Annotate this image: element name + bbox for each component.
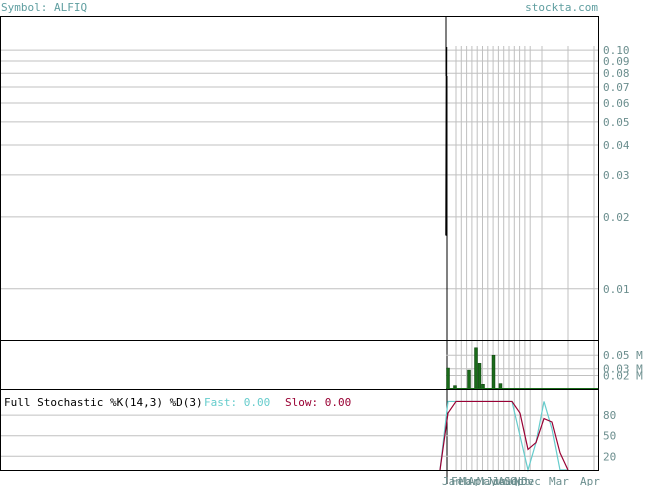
stochastic-tick-label: 80 <box>603 409 616 422</box>
price-tick-label: 0.09 <box>603 55 630 68</box>
chart-frame <box>0 16 599 471</box>
price-tick-label: 0.07 <box>603 81 630 94</box>
stochastic-tick-label: 20 <box>603 450 616 463</box>
volume-bar <box>477 363 482 390</box>
stochastic-title: Full Stochastic %K(14,3) %D(3) <box>4 396 203 409</box>
x-tick-label: Oct <box>510 475 530 486</box>
volume-bar <box>467 369 471 390</box>
x-tick-label: Nov <box>514 475 534 486</box>
x-tick-label: Feb <box>451 475 471 486</box>
x-tick-label: Mar <box>549 475 569 486</box>
site-label: stockta.com <box>525 1 598 14</box>
x-tick-label: May <box>477 475 497 486</box>
x-tick-label: Apr <box>580 475 600 486</box>
volume-tick-label: 0.03 M <box>603 363 643 376</box>
x-tick-label: Aug <box>498 475 518 486</box>
price-tick-label: 0.06 <box>603 97 630 110</box>
price-tick-label: 0.02 <box>603 211 630 224</box>
price-tick-label: 0.08 <box>603 67 630 80</box>
stochastic-panel: Full Stochastic %K(14,3) %D(3) Fast: 0.0… <box>0 396 616 473</box>
slow-line <box>439 400 569 471</box>
stochastic-tick-label: 50 <box>603 430 616 443</box>
price-tick-label: 0.01 <box>603 283 630 296</box>
volume-tick-label: 0.02 M <box>603 369 643 382</box>
volume-bar <box>474 347 478 390</box>
x-tick-label: Jul <box>492 475 512 486</box>
price-line <box>445 46 448 236</box>
volume-panel: 0.05 M0.03 M0.02 M <box>446 347 643 390</box>
price-tick-label: 0.10 <box>603 44 630 57</box>
stochastic-slow-label: Slow: 0.00 <box>285 396 351 409</box>
x-tick-label: Sep <box>504 475 524 486</box>
price-tick-label: 0.05 <box>603 116 630 129</box>
symbol-label: Symbol: ALFIQ <box>1 1 87 14</box>
price-tick-label: 0.04 <box>603 139 630 152</box>
price-panel: 0.100.090.080.07 0.06 0.05 0.04 0.03 0.02 0.01 <box>0 16 630 484</box>
x-tick-label: Mar <box>459 475 479 486</box>
volume-bar <box>446 367 450 390</box>
stochastic-fast-label: Fast: 0.00 <box>204 396 270 409</box>
x-tick-label: Dec <box>521 475 541 486</box>
price-tick-label: 0.03 <box>603 169 630 182</box>
x-tick-label: Apr <box>468 475 488 486</box>
x-tick-label: Jan <box>442 475 462 486</box>
volume-tick-label: 0.05 M <box>603 349 643 362</box>
x-tick-label: Jun <box>486 475 506 486</box>
volume-bar <box>491 354 496 390</box>
